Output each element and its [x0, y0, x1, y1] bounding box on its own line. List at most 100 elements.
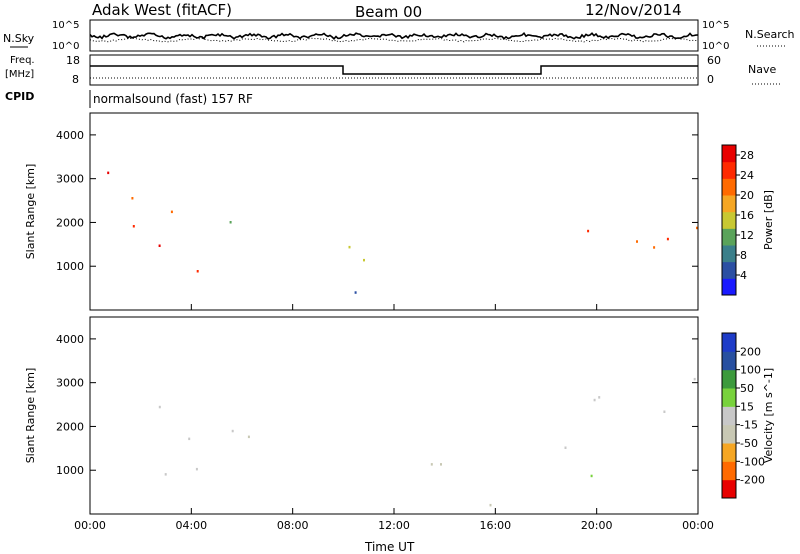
y-tick-label: 4000: [56, 333, 84, 346]
data-cell: [564, 446, 567, 449]
colorbar-tick-label: 100: [740, 364, 761, 377]
data-cell: [188, 437, 191, 441]
colorbar-tick-label: 15: [740, 400, 754, 413]
freq-series: [90, 65, 698, 75]
colorbar-tick-label: -50: [740, 437, 758, 450]
data-cell: [653, 246, 656, 249]
x-tick-label: 00:00: [682, 519, 714, 532]
colorbar-tick-label: 24: [740, 169, 754, 182]
colorbar-segment: [722, 333, 736, 352]
x-tick-label: 20:00: [581, 519, 613, 532]
colorbar-tick-label: -15: [740, 419, 758, 432]
nsearch-tick-bottom: 10^0: [702, 41, 729, 52]
colorbar-tick-label: 8: [740, 249, 747, 262]
y-axis-label: Slant Range [km]: [24, 164, 37, 260]
x-tick-label: 04:00: [175, 519, 207, 532]
colorbar-label: Velocity [m s^-1]: [762, 368, 775, 463]
cpid-label: CPID: [5, 90, 34, 103]
colorbar-segment: [722, 388, 736, 407]
data-cell: [430, 463, 433, 466]
plot-frame: [89, 112, 699, 311]
x-tick-label: 00:00: [74, 519, 106, 532]
velocity-panel: 1000 2000 3000 4000 00:00 04:00 08:00 12:00 16:0…: [24, 316, 775, 532]
beam-title: Beam 00: [355, 3, 422, 21]
freq-unit: [MHz]: [5, 69, 34, 80]
data-cell: [489, 503, 492, 507]
data-cell: [354, 291, 357, 294]
y-tick-label: 4000: [56, 129, 84, 142]
power-panel: 1000 2000 3000 4000 Slant Range [km] 4 8 12 16 20…: [24, 112, 775, 311]
colorbar-segment: [722, 351, 736, 371]
nsky-tick-top: 10^5: [52, 20, 79, 31]
nsky-label: N.Sky: [3, 32, 35, 45]
data-cell: [170, 210, 173, 214]
data-cell: [131, 197, 134, 200]
y-tick-label: 2000: [56, 216, 84, 229]
nsearch-tick-top: 10^5: [702, 20, 729, 31]
y-tick-label: 2000: [56, 420, 84, 433]
y-tick-label: 1000: [56, 464, 84, 477]
nave-tick-bottom: 0: [707, 73, 714, 86]
freq-strip-frame: [89, 54, 699, 86]
colorbar-segment: [722, 406, 736, 426]
y-axis-label: Slant Range [km]: [24, 368, 37, 464]
colorbar-tick-label: 28: [740, 149, 754, 162]
data-cell: [363, 258, 365, 262]
station-title: Adak West (fitACF): [92, 1, 232, 19]
colorbar-tick-label: 20: [740, 189, 754, 202]
data-cell: [590, 474, 593, 478]
colorbar-tick-label: 4: [740, 269, 747, 282]
nsky-series: [89, 31, 699, 40]
freq-tick-bottom: 8: [72, 73, 79, 86]
data-cell: [195, 467, 198, 471]
colorbar-segment: [722, 195, 736, 213]
colorbar-frame: [721, 332, 737, 499]
data-cell: [440, 463, 442, 466]
data-cell: [196, 270, 199, 273]
colorbar-segment: [722, 245, 736, 263]
colorbar-tick-label: 16: [740, 209, 754, 222]
y-tick-label: 3000: [56, 377, 84, 390]
data-cell: [158, 244, 161, 247]
colorbar-segment: [722, 178, 736, 196]
data-cell: [107, 171, 110, 175]
freq-tick-top: 18: [66, 54, 80, 67]
y-tick-label: 1000: [56, 260, 84, 273]
colorbar-tick-label: 12: [740, 229, 754, 242]
freq-label: Freq.: [10, 55, 35, 66]
colorbar-segment: [722, 228, 736, 246]
data-cell: [229, 221, 232, 224]
nsky-tick-bottom: 10^0: [52, 41, 79, 52]
nave-tick-top: 60: [707, 54, 721, 67]
data-cell: [164, 473, 167, 476]
colorbar-segment: [722, 461, 736, 481]
colorbar-segment: [722, 369, 736, 389]
data-cell: [636, 240, 638, 243]
colorbar-tick-label: -100: [740, 455, 765, 468]
colorbar-segment: [722, 161, 736, 179]
data-cell: [231, 429, 234, 433]
date-title: 12/Nov/2014: [585, 1, 682, 19]
colorbar-segment: [722, 145, 736, 163]
colorbar-tick-label: 200: [740, 345, 761, 358]
x-tick-label: 12:00: [378, 519, 410, 532]
x-tick-label: 08:00: [277, 519, 309, 532]
data-cell: [693, 377, 696, 381]
data-cell: [348, 245, 351, 249]
colorbar-segment: [722, 211, 736, 229]
data-cell: [587, 229, 590, 233]
colorbar-tick-label: -200: [740, 474, 765, 487]
x-axis-label: Time UT: [364, 540, 415, 554]
data-cell: [696, 226, 698, 230]
data-cell: [598, 396, 601, 399]
data-cell: [663, 410, 666, 413]
nsearch-series: [89, 37, 698, 43]
colorbar-tick-label: 50: [740, 382, 754, 395]
colorbar-segment: [722, 424, 736, 444]
colorbar-frame: [721, 144, 737, 296]
nsearch-label: N.Search: [745, 28, 795, 41]
colorbar-segment: [722, 278, 736, 296]
colorbar-segment: [722, 479, 736, 499]
nave-label: Nave: [748, 63, 776, 76]
